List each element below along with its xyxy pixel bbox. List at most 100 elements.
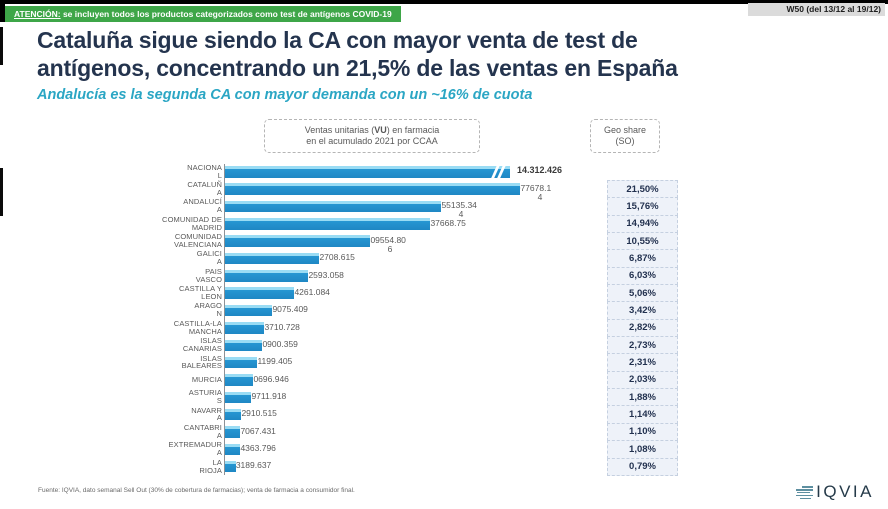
value-label: 331199.405 — [248, 356, 293, 367]
bar — [225, 339, 262, 351]
chart-row: NACIONA L 14.312.426 — [0, 163, 888, 180]
bar — [225, 426, 240, 438]
category-label: MURCIA — [191, 374, 222, 384]
bar-rows: NACIONA L 14.312.426 CATALUÑ A 3077678.1 4 ANDA… — [0, 163, 888, 483]
geo-share-cell: 3,42% — [607, 301, 678, 320]
value-label: 269711.918 — [242, 391, 287, 402]
chart-row: ARAGO N 489075.409 — [0, 302, 888, 319]
category-label: ISLAS CANARIAS — [182, 336, 222, 354]
bar — [225, 374, 253, 386]
bar — [225, 443, 240, 456]
page-subtitle: Andalucía es la segunda CA con mayor dem… — [37, 87, 533, 103]
bar — [225, 391, 251, 404]
axis-break-icon — [490, 164, 506, 180]
category-label: LA RIOJA — [199, 457, 222, 475]
value-label: 113189.637 — [227, 460, 272, 471]
chart-row: MURCIA 290696.946 — [0, 371, 888, 388]
chart-row: COMUNIDAD VALENCIANA 1509554.80 6 — [0, 232, 888, 254]
bar — [225, 304, 272, 317]
geo-share-cell: 2,03% — [607, 370, 678, 390]
chart-row: EXTREMADUR A 154363.796 — [0, 441, 888, 458]
geo-share-cell: 0,79% — [607, 457, 678, 476]
bar — [225, 183, 520, 195]
category-label: GALICI A — [196, 249, 222, 267]
bar — [225, 356, 257, 369]
geo-share-cell: 2,31% — [607, 353, 678, 372]
chart-row: COMUNIDAD DE MADRID 2137668.75 — [0, 215, 888, 232]
category-label: NACIONA L — [187, 162, 222, 180]
chart-row: ASTURIA S 269711.918 — [0, 389, 888, 406]
chart-row: ISLAS BALEARES 331199.405 — [0, 354, 888, 371]
geo-share-cell: 21,50% — [607, 180, 678, 199]
value-label: 290696.946 — [244, 373, 289, 384]
category-label: ASTURIA S — [188, 388, 222, 406]
geo-share-cell: 1,88% — [607, 388, 678, 407]
iqvia-logo-text: IQVIA — [816, 482, 874, 501]
top-left-black-corner — [0, 0, 5, 22]
iqvia-logo: IQVIA — [796, 482, 874, 502]
chart-header-line1: Ventas unitarias (VU) en farmacia — [304, 124, 440, 135]
category-label: NAVARR A — [191, 405, 222, 423]
value-label: 157067.431 — [231, 425, 276, 436]
page-title: Cataluña sigue siendo la CA con mayor ve… — [37, 27, 678, 81]
geo-share-column: 21,50% 15,76% 14,94% 10,55% 6,87% 6,03% 5,06% 3… — [607, 180, 678, 476]
bar — [225, 270, 308, 282]
attention-banner: ATENCIÓN: se incluyen todos los producto… — [5, 6, 401, 22]
geo-share-cell: 5,06% — [607, 284, 678, 303]
geo-share-cell: 6,87% — [607, 249, 678, 268]
value-label: 14.312.426 — [517, 164, 563, 175]
bar — [225, 235, 370, 247]
value-label: 390900.359 — [253, 339, 298, 349]
chart-row: ANDALUCÍ A 2255135.34 4 — [0, 197, 888, 219]
chart-axis-line — [224, 164, 225, 475]
bar — [225, 252, 319, 265]
chart-header-box: Ventas unitarias (VU) en farmacia en el … — [264, 119, 480, 153]
geo-share-cell: 6,03% — [607, 266, 678, 286]
category-label: CASTILLA-LA MANCHA — [173, 318, 222, 336]
bar — [225, 287, 294, 299]
bar — [225, 460, 236, 473]
value-label: 162910.515 — [232, 408, 277, 419]
chart-row: CATALUÑ A 3077678.1 4 — [0, 180, 888, 202]
bar — [225, 200, 441, 213]
category-label: CASTILLA Y LEON — [179, 284, 222, 302]
value-label: 154363.796 — [231, 443, 276, 454]
category-label: ANDALUCÍ A — [183, 197, 222, 215]
geo-share-cell: 2,82% — [607, 318, 678, 338]
value-label: 489075.409 — [263, 304, 308, 315]
geo-share-header-box: Geo share (SO) — [590, 119, 660, 153]
bar — [225, 164, 510, 180]
category-label: CANTABRI A — [183, 423, 222, 440]
category-label: COMUNIDAD DE MADRID — [162, 214, 222, 232]
geo-share-cell: 14,94% — [607, 214, 678, 234]
chart-row: ISLAS CANARIAS 390900.359 — [0, 337, 888, 354]
chart-row: GALICI A 982708.615 — [0, 250, 888, 267]
chart-row: CASTILLA Y LEON 724261.084 — [0, 284, 888, 301]
week-badge: W50 (del 13/12 al 19/12) — [748, 3, 885, 16]
value-label: 724261.084 — [285, 286, 330, 297]
chart-row: LA RIOJA 113189.637 — [0, 458, 888, 475]
geo-share-cell: 1,08% — [607, 440, 678, 459]
chart-row: PAIS VASCO 862593.058 — [0, 267, 888, 284]
geo-share-cell: 10,55% — [607, 232, 678, 251]
category-label: ARAGO N — [194, 301, 222, 319]
chart-header-line2: en el acumulado 2021 por CCAA — [306, 136, 438, 146]
category-label: PAIS VASCO — [195, 266, 222, 284]
geo-share-cell: 1,14% — [607, 405, 678, 424]
attention-banner-text: se incluyen todos los productos categori… — [60, 9, 392, 19]
value-label: 3077678.1 4 — [511, 182, 552, 202]
source-note: Fuente: IQVIA, dato semanal Sell Out (30… — [38, 487, 355, 494]
bar — [225, 218, 430, 230]
value-label: 403710.728 — [255, 321, 300, 332]
chart-row: CANTABRI A 157067.431 — [0, 423, 888, 440]
bar — [225, 322, 264, 334]
attention-banner-prefix: ATENCIÓN: — [14, 9, 61, 19]
category-label: ISLAS BALEARES — [181, 353, 222, 371]
value-label: 2255135.34 4 — [432, 200, 477, 220]
value-label: 982708.615 — [310, 252, 355, 263]
geo-share-cell: 2,73% — [607, 336, 678, 355]
chart-row: NAVARR A 162910.515 — [0, 406, 888, 423]
category-label: EXTREMADUR A — [168, 440, 222, 458]
geo-share-cell: 15,76% — [607, 197, 678, 216]
